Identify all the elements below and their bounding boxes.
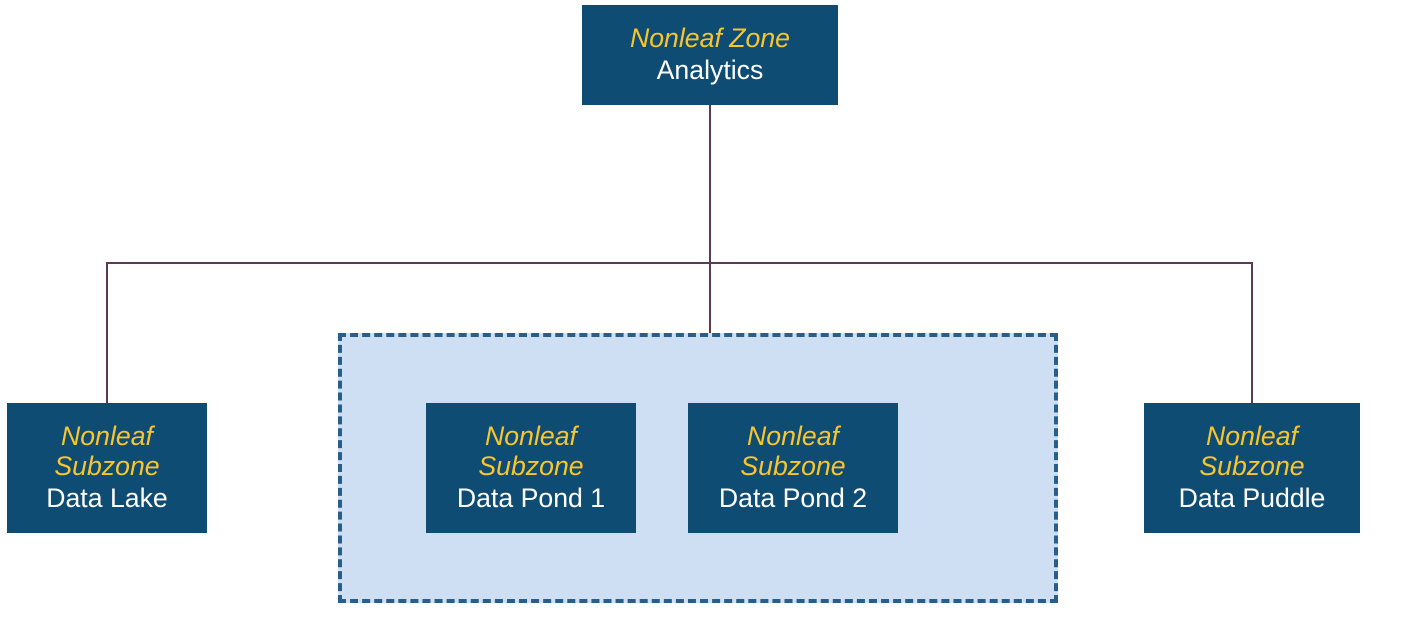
node-label: Data Lake bbox=[46, 482, 168, 515]
node-heading-line2: Subzone bbox=[1199, 451, 1304, 481]
node-heading-line2: Subzone bbox=[478, 451, 583, 481]
node-heading: Nonleaf Subzone bbox=[1199, 421, 1304, 482]
node-heading-line1: Nonleaf bbox=[1206, 421, 1298, 451]
node-heading-line2: Subzone bbox=[54, 451, 159, 481]
node-subzone-datapond1: Nonleaf Subzone Data Pond 1 bbox=[426, 403, 636, 533]
node-root-analytics: Nonleaf Zone Analytics bbox=[582, 5, 838, 105]
node-subzone-datapond2: Nonleaf Subzone Data Pond 2 bbox=[688, 403, 898, 533]
node-label: Data Puddle bbox=[1179, 482, 1326, 515]
node-label: Data Pond 2 bbox=[719, 482, 867, 515]
node-heading: Nonleaf Subzone bbox=[740, 421, 845, 482]
node-heading: Nonleaf Zone bbox=[630, 23, 790, 54]
node-label: Data Pond 1 bbox=[457, 482, 605, 515]
node-heading-line1: Nonleaf bbox=[61, 421, 153, 451]
node-heading-line1: Nonleaf bbox=[747, 421, 839, 451]
node-heading: Nonleaf Subzone bbox=[54, 421, 159, 482]
diagram-canvas: Nonleaf Zone Analytics Nonleaf Subzone D… bbox=[0, 0, 1420, 639]
node-subzone-datapuddle: Nonleaf Subzone Data Puddle bbox=[1144, 403, 1360, 533]
node-heading-line2: Subzone bbox=[740, 451, 845, 481]
node-label: Analytics bbox=[657, 54, 764, 87]
node-heading-line1: Nonleaf bbox=[485, 421, 577, 451]
node-subzone-datalake: Nonleaf Subzone Data Lake bbox=[7, 403, 207, 533]
node-heading: Nonleaf Subzone bbox=[478, 421, 583, 482]
